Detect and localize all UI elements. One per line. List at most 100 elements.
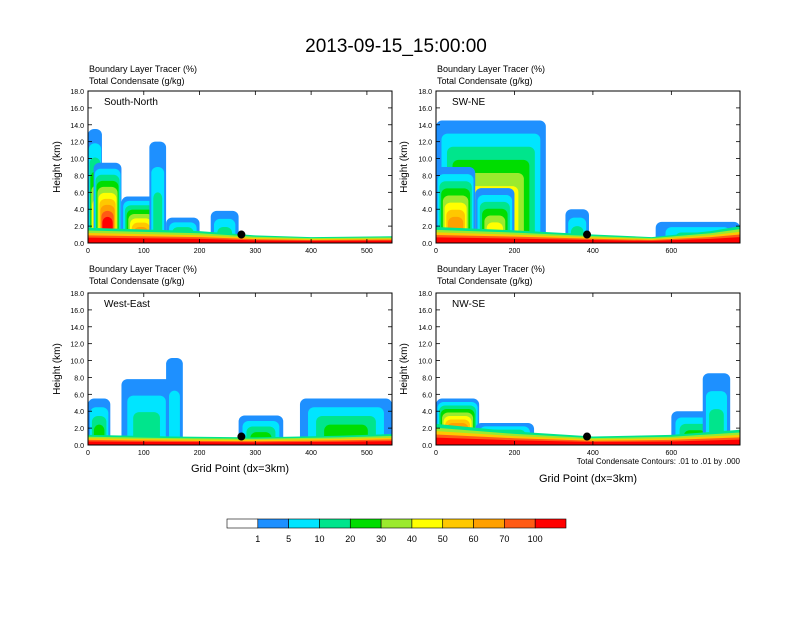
- plot-area: 0.0 2.0 4.0 6.0 8.0 10.0 12.0 14.0 16.0 18.0 0 200 4…: [418, 89, 741, 255]
- field-label-tracer: Boundary Layer Tracer (%): [437, 64, 545, 74]
- y-tick-label: 14.0: [418, 123, 432, 130]
- shaded-field: [88, 358, 392, 445]
- colorbar-swatch: [288, 518, 320, 529]
- field-label-tracer: Boundary Layer Tracer (%): [89, 264, 197, 274]
- y-tick-label: 0.0: [422, 241, 432, 248]
- location-marker: [583, 432, 592, 441]
- y-axis-label: Height (km): [399, 343, 410, 395]
- contour-note: Total Condensate Contours: .01 to .01 by…: [577, 457, 741, 466]
- panel-label: SW-NE: [452, 97, 485, 108]
- y-tick-label: 4.0: [422, 207, 432, 214]
- x-tick-label: 200: [194, 248, 206, 255]
- y-tick-label: 12.0: [70, 140, 84, 147]
- colorbar-label: 1: [255, 534, 260, 544]
- y-tick-label: 16.0: [70, 308, 84, 315]
- y-tick-label: 10.0: [418, 157, 432, 164]
- y-tick-label: 6.0: [74, 190, 84, 197]
- panel-west-east: Boundary Layer Tracer (%) Total Condensa…: [52, 264, 393, 475]
- y-axis-label: Height (km): [52, 141, 63, 193]
- colorbar-label: 60: [469, 534, 479, 544]
- y-tick-label: 16.0: [418, 308, 432, 315]
- colorbar-swatch: [473, 518, 505, 529]
- y-tick-label: 2.0: [422, 224, 432, 231]
- y-tick-label: 2.0: [74, 224, 84, 231]
- x-tick-label: 200: [509, 248, 521, 255]
- y-tick-label: 6.0: [422, 190, 432, 197]
- x-tick-label: 600: [666, 450, 678, 457]
- x-tick-label: 0: [86, 450, 90, 457]
- y-axis-label: Height (km): [399, 141, 410, 193]
- colorbar-label: 100: [528, 534, 543, 544]
- colorbar-label: 5: [286, 534, 291, 544]
- y-tick-label: 18.0: [418, 89, 432, 96]
- y-tick-label: 8.0: [74, 375, 84, 382]
- y-tick-label: 18.0: [418, 291, 432, 298]
- y-tick-label: 18.0: [70, 291, 84, 298]
- x-tick-label: 400: [305, 450, 317, 457]
- y-axis-label: Height (km): [52, 343, 63, 395]
- plot-area: 0.0 2.0 4.0 6.0 8.0 10.0 12.0 14.0 16.0 18.0 0 100 2…: [70, 89, 393, 255]
- x-tick-label: 100: [138, 248, 150, 255]
- x-tick-label: 400: [587, 248, 599, 255]
- location-marker: [237, 432, 246, 441]
- plot-area: 0.0 2.0 4.0 6.0 8.0 10.0 12.0 14.0 16.0 18.0 0 200 4…: [418, 291, 741, 457]
- y-tick-label: 14.0: [70, 123, 84, 130]
- panel-label: South-North: [104, 97, 158, 108]
- colorbar-label: 40: [407, 534, 417, 544]
- colorbar-label: 70: [499, 534, 509, 544]
- panel-label: NW-SE: [452, 299, 485, 310]
- plot-frame: [87, 90, 393, 244]
- x-tick-label: 100: [138, 450, 150, 457]
- x-tick-label: 200: [509, 450, 521, 457]
- colorbar-label: 50: [438, 534, 448, 544]
- y-tick-label: 8.0: [422, 375, 432, 382]
- plume-band: [169, 390, 180, 445]
- colorbar-swatch: [380, 518, 413, 529]
- location-marker: [237, 230, 246, 239]
- x-tick-label: 500: [361, 248, 373, 255]
- colorbar-swatch: [257, 518, 289, 529]
- colorbar: 1 5 10 20 30 40 50 60 70 100: [226, 518, 567, 544]
- shaded-field: [88, 129, 392, 243]
- colorbar-swatch: [442, 518, 474, 529]
- colorbar-swatch: [319, 518, 351, 529]
- x-tick-label: 500: [361, 450, 373, 457]
- field-label-condensate: Total Condensate (g/kg): [437, 76, 533, 86]
- y-tick-label: 6.0: [422, 392, 432, 399]
- boundary-layer-band: [436, 437, 740, 445]
- y-tick-label: 0.0: [422, 443, 432, 450]
- boundary-layer-band: [88, 441, 392, 445]
- boundary-layer-band: [88, 237, 392, 243]
- colorbar-swatch: [504, 518, 536, 529]
- boundary-layer-band: [436, 237, 740, 243]
- field-label-tracer: Boundary Layer Tracer (%): [437, 264, 545, 274]
- colorbar-label: 20: [345, 534, 355, 544]
- x-tick-label: 0: [434, 248, 438, 255]
- colorbar-swatch: [349, 518, 382, 529]
- x-tick-label: 600: [666, 248, 678, 255]
- y-tick-label: 12.0: [418, 140, 432, 147]
- x-axis-label: Grid Point (dx=3km): [539, 473, 637, 485]
- x-tick-label: 200: [194, 450, 206, 457]
- y-tick-label: 2.0: [74, 426, 84, 433]
- panel-nw-se: Boundary Layer Tracer (%) Total Condensa…: [399, 264, 741, 485]
- y-tick-label: 10.0: [70, 359, 84, 366]
- y-tick-label: 8.0: [74, 173, 84, 180]
- x-tick-label: 0: [434, 450, 438, 457]
- x-tick-label: 0: [86, 248, 90, 255]
- plot-area: 0.0 2.0 4.0 6.0 8.0 10.0 12.0 14.0 16.0 18.0 0 100 2…: [70, 291, 393, 457]
- plot-frame: [435, 90, 741, 244]
- colorbar-swatch: [226, 518, 259, 529]
- shaded-field: [436, 373, 740, 445]
- plot-frame: [435, 292, 741, 446]
- y-tick-label: 12.0: [418, 342, 432, 349]
- colorbar-label: 10: [314, 534, 324, 544]
- y-tick-label: 14.0: [418, 325, 432, 332]
- field-label-condensate: Total Condensate (g/kg): [437, 276, 533, 286]
- panel-sw-ne: Boundary Layer Tracer (%) Total Condensa…: [399, 64, 741, 255]
- x-tick-label: 300: [249, 450, 261, 457]
- panel-south-north: Boundary Layer Tracer (%) Total Condensa…: [52, 64, 393, 255]
- x-axis-label: Grid Point (dx=3km): [191, 463, 289, 475]
